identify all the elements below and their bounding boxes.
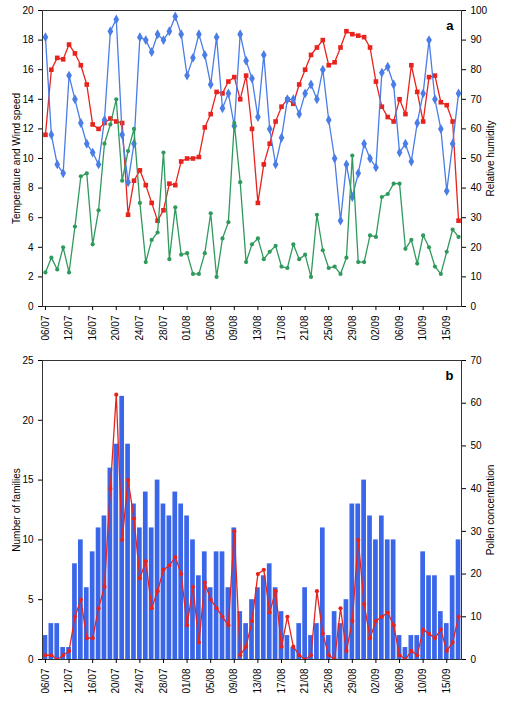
svg-text:30: 30 [471,212,483,223]
svg-text:Temperature and Wind speed: Temperature and Wind speed [11,93,22,224]
svg-text:24/07: 24/07 [134,315,145,340]
svg-text:50: 50 [471,153,483,164]
svg-text:25/08: 25/08 [323,668,334,693]
svg-text:10: 10 [22,153,34,164]
svg-text:70: 70 [471,94,483,105]
svg-text:06/09: 06/09 [394,668,405,693]
svg-text:Pollen concentration: Pollen concentration [485,465,496,556]
svg-text:15/09: 15/09 [441,315,452,340]
svg-text:8: 8 [28,182,34,193]
svg-text:15: 15 [22,474,34,485]
svg-text:13/08: 13/08 [252,315,263,340]
svg-text:21/08: 21/08 [299,315,310,340]
svg-text:05/08: 05/08 [205,315,216,340]
svg-text:70: 70 [471,355,483,366]
svg-text:20: 20 [22,5,34,16]
svg-text:01/08: 01/08 [181,315,192,340]
svg-text:02/09: 02/09 [370,668,381,693]
svg-text:15/09: 15/09 [441,668,452,693]
svg-text:24/07: 24/07 [134,668,145,693]
svg-text:5: 5 [28,594,34,605]
svg-text:0: 0 [471,654,477,665]
svg-text:09/08: 09/08 [228,315,239,340]
svg-text:25/08: 25/08 [323,315,334,340]
svg-text:16: 16 [22,64,34,75]
svg-text:29/08: 29/08 [347,668,358,693]
svg-text:12/07: 12/07 [63,668,74,693]
svg-text:18: 18 [22,34,34,45]
svg-text:b: b [446,368,454,383]
svg-text:2: 2 [28,271,34,282]
svg-text:13/08: 13/08 [252,668,263,693]
svg-text:60: 60 [471,397,483,408]
svg-text:06/09: 06/09 [394,315,405,340]
svg-text:17/08: 17/08 [276,668,287,693]
svg-text:06/07: 06/07 [40,315,51,340]
svg-text:40: 40 [471,483,483,494]
svg-text:01/08: 01/08 [181,668,192,693]
svg-text:16/07: 16/07 [87,315,98,340]
svg-text:60: 60 [471,123,483,134]
svg-text:14: 14 [22,94,34,105]
svg-text:20/07: 20/07 [110,668,121,693]
svg-text:90: 90 [471,34,483,45]
svg-text:02/09: 02/09 [370,315,381,340]
svg-text:12: 12 [22,123,34,134]
svg-text:20: 20 [471,568,483,579]
svg-text:50: 50 [471,440,483,451]
svg-text:10/09: 10/09 [417,668,428,693]
svg-text:80: 80 [471,64,483,75]
svg-text:0: 0 [28,654,34,665]
svg-text:17/08: 17/08 [276,315,287,340]
svg-text:10/09: 10/09 [417,315,428,340]
svg-text:12/07: 12/07 [63,315,74,340]
svg-text:21/08: 21/08 [299,668,310,693]
svg-text:100: 100 [471,5,488,16]
svg-text:4: 4 [28,242,34,253]
svg-text:09/08: 09/08 [228,668,239,693]
svg-text:05/08: 05/08 [205,668,216,693]
svg-text:Number of families: Number of families [11,468,22,551]
svg-text:0: 0 [28,301,34,312]
svg-text:40: 40 [471,182,483,193]
svg-text:29/08: 29/08 [347,315,358,340]
svg-text:6: 6 [28,212,34,223]
svg-text:10: 10 [471,271,483,282]
svg-text:Relative humidity: Relative humidity [485,120,496,196]
svg-text:20/07: 20/07 [110,315,121,340]
svg-text:20: 20 [22,415,34,426]
svg-text:28/07: 28/07 [158,315,169,340]
svg-text:06/07: 06/07 [40,668,51,693]
svg-text:20: 20 [471,242,483,253]
svg-text:30: 30 [471,526,483,537]
svg-text:16/07: 16/07 [87,668,98,693]
svg-text:28/07: 28/07 [158,668,169,693]
svg-text:25: 25 [22,355,34,366]
svg-text:0: 0 [471,301,477,312]
svg-text:10: 10 [471,611,483,622]
svg-text:10: 10 [22,534,34,545]
svg-text:a: a [446,18,454,33]
